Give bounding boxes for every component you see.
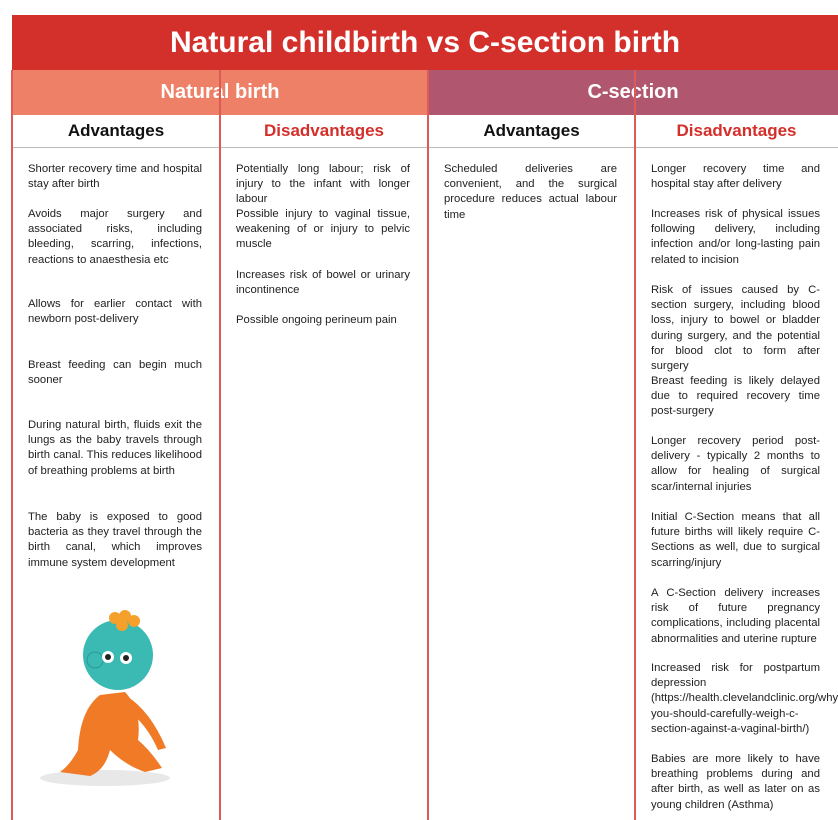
list-item: Breast feeding is likely delayed due to … [651, 374, 820, 420]
list-item: Breast feeding can begin much sooner [28, 358, 202, 388]
column-heading: Disadvantages [220, 115, 428, 147]
column-heading: Advantages [12, 115, 220, 147]
list-item: Potentially long labour; risk of injury … [236, 162, 410, 208]
list-item: Risk of issues caused by C-section surge… [651, 283, 820, 374]
header-rule [12, 147, 838, 148]
column-divider [634, 70, 636, 820]
list-item: A C-Section delivery increases risk of f… [651, 586, 820, 647]
list-item: Avoids major surgery and associated risk… [28, 207, 202, 268]
list-item: Shorter recovery time and hospital stay … [28, 162, 202, 192]
column-divider [427, 70, 429, 820]
list-item: Possible injury to vaginal tissue, weake… [236, 207, 410, 253]
list-item: Longer recovery period post-delivery - t… [651, 434, 820, 495]
list-item: Increased risk for postpartum depression… [651, 661, 820, 737]
column-divider [11, 70, 13, 820]
list-item: Initial C-Section means that all future … [651, 510, 820, 571]
column-heading: Disadvantages [635, 115, 838, 147]
page-title: Natural childbirth vs C-section birth [12, 15, 838, 70]
list-item: Increases risk of bowel or urinary incon… [236, 268, 410, 298]
list-item: Scheduled deliveries are convenient, and… [444, 162, 617, 223]
list-item: Babies are more likely to have breathing… [651, 752, 820, 813]
list-item: Longer recovery time and hospital stay a… [651, 162, 820, 192]
baby-illustration [30, 600, 180, 790]
list-item: Increases risk of physical issues follow… [651, 207, 820, 268]
list-item: Possible ongoing perineum pain [236, 313, 410, 328]
column-divider [219, 70, 221, 820]
list-item: The baby is exposed to good bacteria as … [28, 510, 202, 571]
column-heading: Advantages [428, 115, 635, 147]
list-item: Allows for earlier contact with newborn … [28, 297, 202, 327]
page: Natural childbirth vs C-section birth ((… [0, 0, 838, 820]
section-header: C-section [428, 70, 838, 115]
list-item: During natural birth, fluids exit the lu… [28, 418, 202, 479]
